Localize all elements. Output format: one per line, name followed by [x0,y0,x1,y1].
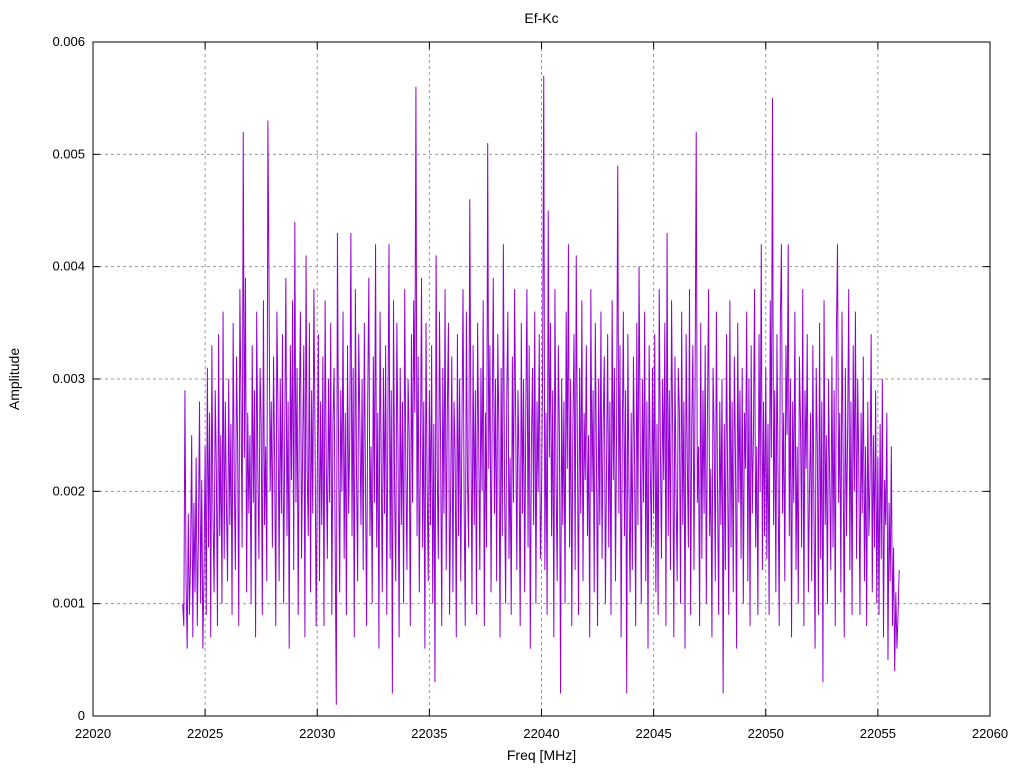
x-tick-label: 22020 [75,726,111,741]
x-tick-label: 22035 [411,726,447,741]
x-tick-label: 22040 [523,726,559,741]
x-tick-label: 22025 [187,726,223,741]
y-tick-label: 0.001 [52,596,85,611]
x-tick-label: 22055 [860,726,896,741]
data-series-line [182,75,900,705]
y-tick-label: 0.006 [52,34,85,49]
y-tick-label: 0.004 [52,259,85,274]
y-tick-label: 0.005 [52,146,85,161]
chart-title: Ef-Kc [524,10,559,26]
x-tick-label: 22060 [972,726,1008,741]
y-axis-label: Amplitude [6,347,22,411]
x-axis-label: Freq [MHz] [506,747,577,763]
y-tick-label: 0.002 [52,483,85,498]
y-tick-label: 0 [78,708,85,723]
x-tick-label: 22030 [299,726,335,741]
y-tick-label: 0.003 [52,371,85,386]
x-tick-label: 22045 [636,726,672,741]
x-tick-label: 22050 [748,726,784,741]
